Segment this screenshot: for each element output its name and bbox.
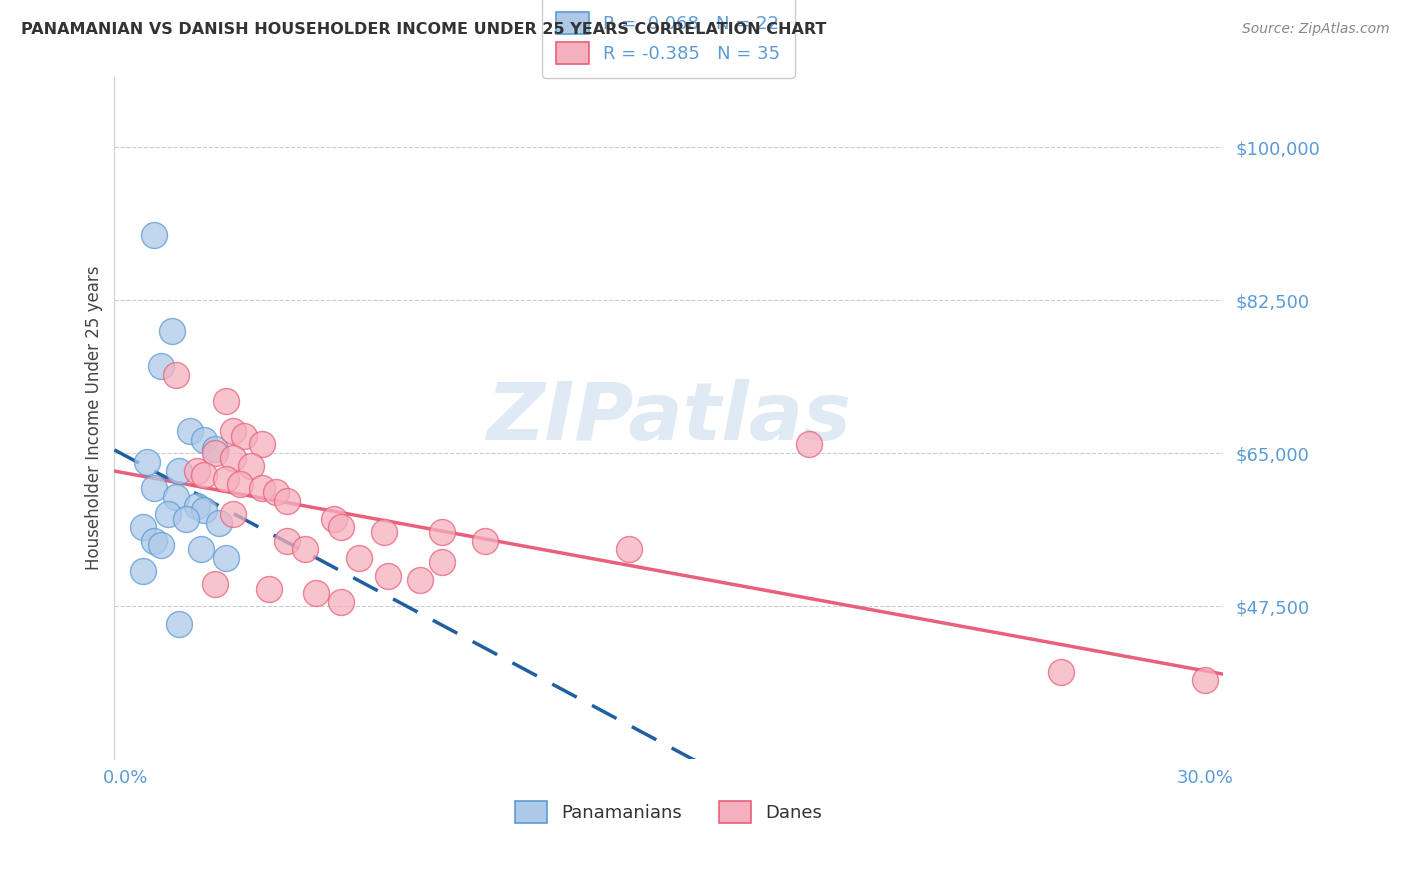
Point xyxy=(157,508,180,522)
Legend: Panamanians, Danes: Panamanians, Danes xyxy=(506,792,831,831)
Point xyxy=(208,516,231,530)
Point xyxy=(474,533,496,548)
Point xyxy=(250,437,273,451)
Point xyxy=(132,520,155,534)
Point xyxy=(430,555,453,569)
Text: PANAMANIAN VS DANISH HOUSEHOLDER INCOME UNDER 25 YEARS CORRELATION CHART: PANAMANIAN VS DANISH HOUSEHOLDER INCOME … xyxy=(21,22,827,37)
Point xyxy=(150,538,173,552)
Point xyxy=(229,476,252,491)
Point xyxy=(222,508,245,522)
Point xyxy=(160,324,183,338)
Point xyxy=(257,582,280,596)
Point xyxy=(347,551,370,566)
Text: ZIPatlas: ZIPatlas xyxy=(486,379,851,458)
Point xyxy=(215,472,238,486)
Point xyxy=(797,437,820,451)
Point xyxy=(430,524,453,539)
Point xyxy=(143,481,166,495)
Point xyxy=(276,494,298,508)
Point xyxy=(330,520,353,534)
Point xyxy=(240,459,263,474)
Point xyxy=(190,542,212,557)
Point xyxy=(294,542,316,557)
Point xyxy=(305,586,328,600)
Point xyxy=(215,393,238,408)
Point xyxy=(135,455,157,469)
Point xyxy=(165,490,187,504)
Point xyxy=(204,446,226,460)
Point xyxy=(193,433,215,447)
Point xyxy=(204,442,226,456)
Point xyxy=(617,542,640,557)
Point xyxy=(330,595,353,609)
Point xyxy=(150,359,173,373)
Point xyxy=(215,551,238,566)
Point xyxy=(186,499,208,513)
Point xyxy=(132,564,155,578)
Point xyxy=(165,368,187,382)
Point xyxy=(222,450,245,465)
Point xyxy=(167,464,190,478)
Point xyxy=(409,573,432,587)
Point xyxy=(193,503,215,517)
Point xyxy=(143,533,166,548)
Point xyxy=(179,425,201,439)
Point xyxy=(143,227,166,242)
Point xyxy=(276,533,298,548)
Point xyxy=(1194,673,1216,688)
Point xyxy=(373,524,395,539)
Point xyxy=(322,512,344,526)
Text: Source: ZipAtlas.com: Source: ZipAtlas.com xyxy=(1241,22,1389,37)
Point xyxy=(222,425,245,439)
Point xyxy=(176,512,198,526)
Point xyxy=(377,568,399,582)
Point xyxy=(266,485,288,500)
Point xyxy=(1049,665,1071,679)
Point xyxy=(167,616,190,631)
Point xyxy=(204,577,226,591)
Y-axis label: Householder Income Under 25 years: Householder Income Under 25 years xyxy=(86,266,103,571)
Point xyxy=(193,468,215,483)
Point xyxy=(233,428,256,442)
Point xyxy=(186,464,208,478)
Point xyxy=(250,481,273,495)
